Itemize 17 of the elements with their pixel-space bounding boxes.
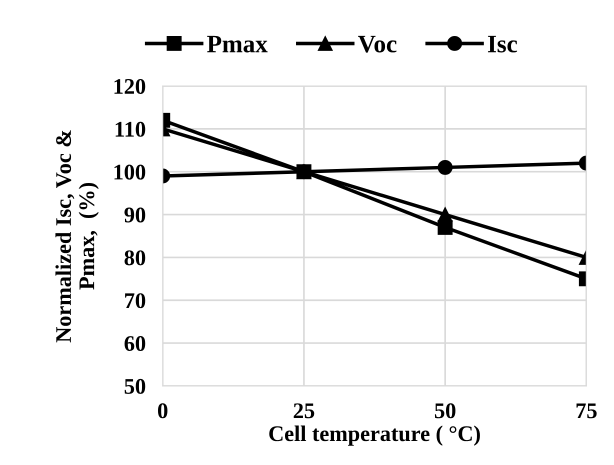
- x-tick-label: 75: [576, 403, 597, 418]
- y-axis-title: Normalized Isc, Voc & Pmax, (%): [55, 130, 99, 342]
- x-tick-label: 0: [158, 403, 168, 418]
- y-tick-label: 60: [124, 336, 146, 352]
- y-tick-label: 100: [114, 164, 146, 180]
- legend-label: Isc: [488, 36, 518, 52]
- x-axis-title: Cell temperature ( °C): [269, 426, 480, 446]
- y-tick-label: 70: [125, 293, 146, 308]
- x-tick-label: 50: [434, 403, 456, 418]
- y-tick-label: 120: [114, 78, 146, 94]
- legend-label: Pmax: [207, 36, 268, 52]
- x-tick-label: 25: [294, 403, 314, 418]
- y-tick-label: 110: [116, 122, 146, 137]
- y-tick-label: 90: [124, 207, 146, 222]
- legend-label: Voc: [358, 36, 396, 53]
- y-tick-label: 80: [124, 250, 146, 266]
- y-tick-label: 50: [124, 378, 146, 394]
